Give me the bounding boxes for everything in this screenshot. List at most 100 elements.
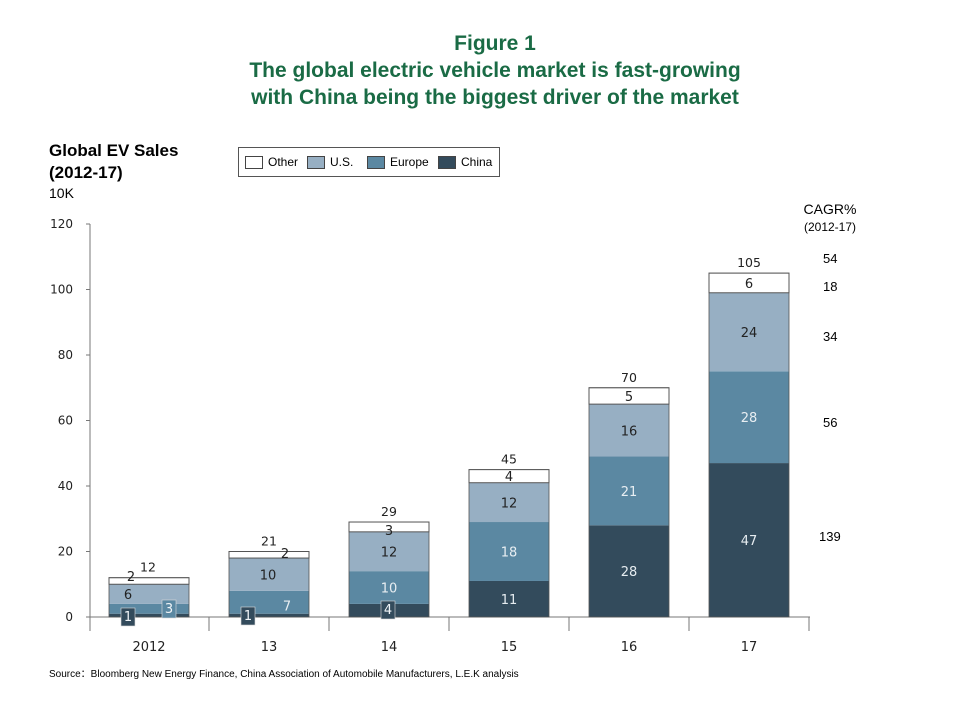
y-axis-unit: 10K — [49, 185, 74, 201]
segment-value-label: 6 — [745, 277, 753, 292]
bar-outline — [468, 469, 550, 618]
cagr-value-us: 18 — [823, 279, 838, 294]
title-line-1: Figure 1 — [454, 32, 536, 55]
segment-value-label: 2 — [281, 547, 289, 562]
legend-item-europe: Europe — [367, 155, 429, 169]
bar-segment — [709, 463, 789, 617]
bar-segment — [109, 603, 189, 614]
segment-value-label: 28 — [621, 565, 638, 580]
legend-swatch-other — [245, 156, 263, 169]
title-line-3: with China being the biggest driver of t… — [251, 86, 739, 109]
bar-total-label: 105 — [737, 255, 761, 270]
segment-label-box — [240, 606, 256, 626]
bar-segment — [109, 613, 189, 617]
legend-label-other: Other — [268, 155, 299, 169]
y-tick-label: 80 — [58, 348, 73, 362]
segment-label-box — [380, 600, 396, 620]
bar-segment — [708, 272, 790, 294]
segment-value-label: 6 — [124, 588, 132, 603]
x-tick-label: 2012 — [132, 640, 165, 655]
bar-outline — [108, 577, 190, 618]
cagr-value-europe: 34 — [823, 329, 838, 344]
bar-segment — [228, 551, 310, 559]
cagr-title: CAGR% — [803, 201, 857, 217]
title-line-2: The global electric vehicle market is fa… — [249, 59, 741, 82]
bar-segment — [709, 292, 789, 372]
legend-swatch-us — [307, 156, 325, 169]
legend-label-us: U.S. — [330, 155, 354, 169]
cagr-header: CAGR% (2012-17) — [790, 200, 870, 236]
bar-total-label: 45 — [501, 452, 517, 467]
bar-segment — [349, 571, 429, 604]
bar-segment — [468, 469, 550, 484]
bar-segment — [349, 603, 429, 617]
segment-value-label: 3 — [165, 602, 173, 617]
legend-item-china: China — [438, 155, 492, 169]
y-tick-label: 60 — [58, 414, 73, 428]
segment-value-label: 21 — [621, 485, 638, 500]
bar-total-label: 70 — [621, 370, 637, 385]
y-tick-label: 0 — [65, 610, 73, 624]
x-tick-label: 14 — [381, 640, 398, 655]
segment-value-label: 16 — [621, 424, 638, 439]
segment-value-label: 18 — [501, 546, 518, 561]
y-axis-title-line-2: (2012-17) — [49, 163, 123, 182]
segment-value-label: 47 — [741, 534, 758, 549]
segment-label-box — [120, 607, 136, 627]
y-tick-label: 120 — [50, 217, 73, 231]
cagr-value-china-bottom: 139 — [819, 529, 841, 544]
segment-value-label: 11 — [501, 593, 518, 608]
bar-segment — [469, 522, 549, 581]
segment-value-label: 24 — [741, 326, 758, 341]
bar-segment — [109, 584, 189, 604]
bar-outline — [228, 551, 310, 618]
legend-item-other: Other — [245, 155, 298, 169]
bar-segment — [589, 525, 669, 617]
segment-value-label: 28 — [741, 411, 758, 426]
legend-label-europe: Europe — [390, 155, 429, 169]
cagr-value-other: 54 — [823, 251, 838, 266]
bar-segment — [469, 482, 549, 523]
segment-value-label: 2 — [127, 570, 135, 585]
y-tick-label: 100 — [50, 283, 73, 297]
legend: Other U.S. Europe China — [238, 147, 500, 177]
bar-total-label: 12 — [140, 560, 156, 575]
x-tick-label: 16 — [621, 640, 638, 655]
legend-swatch-europe — [367, 156, 385, 169]
legend-item-us: U.S. — [307, 155, 353, 169]
bar-total-label: 21 — [261, 534, 277, 549]
bar-segment — [589, 456, 669, 526]
segment-value-label: 7 — [283, 599, 291, 614]
segment-value-label: 10 — [381, 582, 398, 597]
segment-value-label: 12 — [381, 546, 398, 561]
x-tick-label: 13 — [261, 640, 278, 655]
bar-segment — [349, 531, 429, 572]
bar-segment — [229, 613, 309, 617]
bar-segment — [229, 590, 309, 614]
y-tick-label: 20 — [58, 545, 73, 559]
legend-label-china: China — [461, 155, 493, 169]
y-tick-label: 40 — [58, 479, 73, 493]
segment-value-label: 3 — [385, 524, 393, 539]
bar-segment — [348, 521, 430, 533]
segment-value-label: 10 — [260, 568, 277, 583]
chart-title: Figure 1 The global electric vehicle mar… — [0, 30, 960, 111]
bar-segment — [469, 580, 549, 617]
bar-total-label: 29 — [381, 504, 397, 519]
bar-segment — [229, 558, 309, 591]
segment-label-box — [161, 599, 177, 619]
cagr-subtitle: (2012-17) — [803, 220, 857, 234]
segment-value-label: 12 — [501, 496, 518, 511]
legend-swatch-china — [438, 156, 456, 169]
x-tick-label: 17 — [741, 640, 758, 655]
segment-value-label: 1 — [124, 610, 132, 625]
segment-value-label: 4 — [505, 470, 513, 485]
bar-segment — [589, 404, 669, 457]
bar-outline — [708, 272, 790, 618]
bar-outline — [588, 387, 670, 618]
bar-segment — [709, 371, 789, 464]
segment-value-label: 4 — [384, 603, 392, 618]
segment-value-label: 5 — [625, 390, 633, 405]
x-tick-label: 15 — [501, 640, 518, 655]
segment-value-label: 1 — [244, 609, 252, 624]
